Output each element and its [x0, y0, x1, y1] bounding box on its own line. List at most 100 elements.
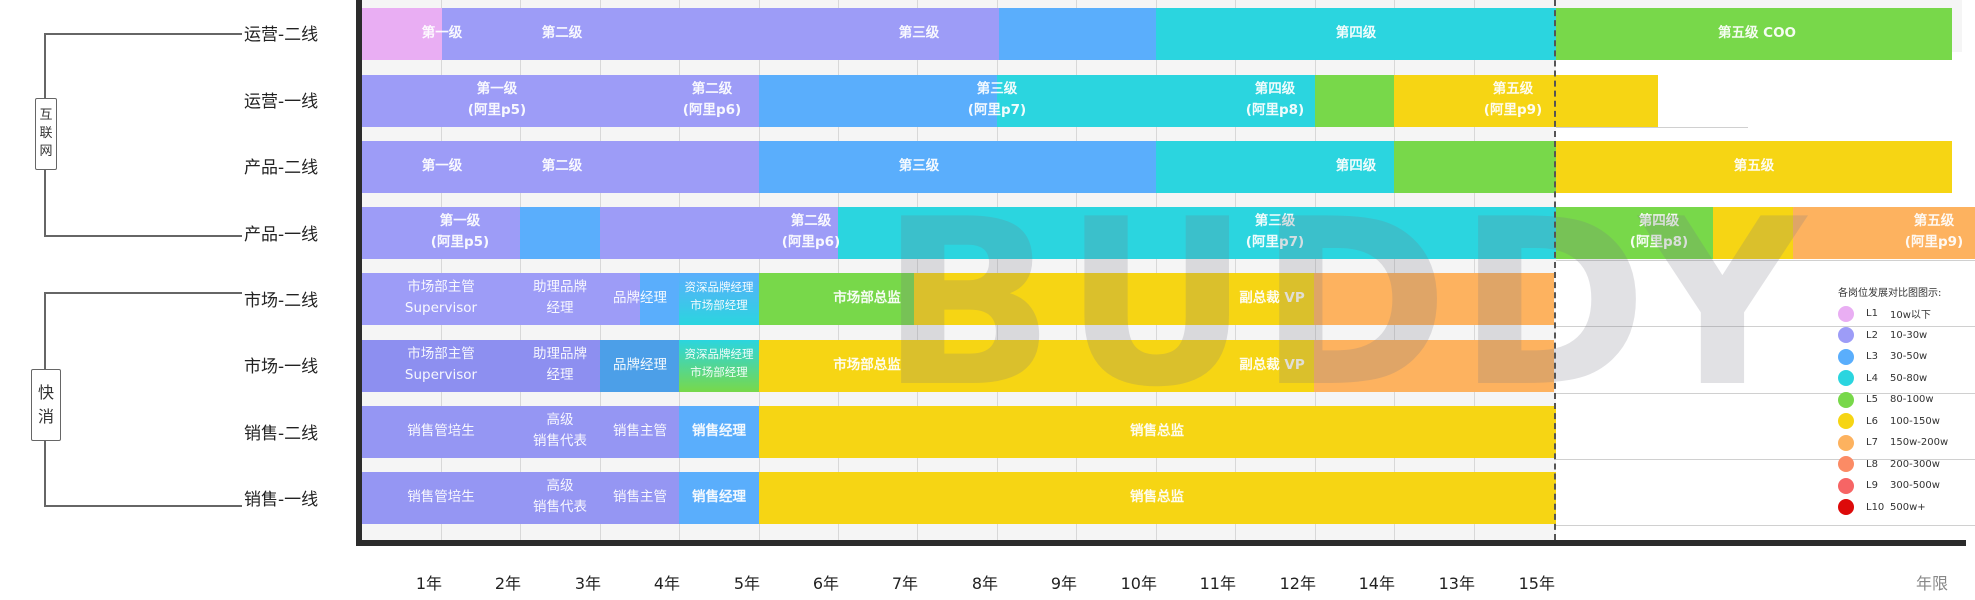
bar-seg-L2	[362, 207, 520, 259]
bar-seg-L3	[679, 273, 759, 325]
legend: 各岗位发展对比图图示: L1 10w以下 L2 10-30w L3 30-50w L4…	[1838, 284, 1973, 518]
legend-swatch-icon	[1838, 305, 1854, 322]
bracket-internet-top	[44, 33, 242, 35]
bar-seg-L4-L5	[679, 340, 759, 392]
bar-label: 第三级 (阿里p7)	[1245, 213, 1305, 250]
bar-seg-L2	[362, 472, 679, 524]
bar-label: 第二级 (阿里p6)	[781, 213, 841, 250]
bar-label: 市场部主管 Supervisor	[404, 279, 478, 316]
bar-seg-L2	[600, 207, 838, 259]
row-separator	[1556, 459, 1975, 460]
bar-label: 第一级	[421, 158, 463, 174]
bar-label: 第一级 (阿里p5)	[430, 213, 490, 250]
bar-seg-L5	[759, 273, 914, 325]
bar-seg-L5	[1394, 141, 1556, 193]
bar-label: 第一级 (阿里p5)	[467, 81, 527, 118]
bar-label: 销售经理	[692, 423, 746, 439]
legend-title: 各岗位发展对比图图示:	[1838, 288, 1942, 299]
x-tick: 11年	[1199, 574, 1236, 593]
bar-label: 第四级	[1335, 25, 1377, 41]
bracket-internet-bottom	[44, 235, 242, 237]
x-tick: 8年	[971, 574, 998, 593]
legend-item-L5: L5 80-100w	[1838, 389, 1973, 411]
bar-seg-L3	[679, 406, 759, 458]
bar-label: 市场部主管 Supervisor	[404, 346, 478, 383]
x-tick: 9年	[1050, 574, 1077, 593]
bar-seg-L3	[999, 8, 1156, 60]
group-char: 快	[37, 383, 54, 402]
bar-label: 第二级	[541, 158, 583, 174]
x-tick: 12年	[1279, 574, 1316, 593]
y-axis-line	[356, 0, 362, 546]
legend-item-L7: L7 150w-200w	[1838, 432, 1973, 454]
legend-swatch-icon	[1838, 391, 1854, 408]
bar-label: 副总裁 VP	[1239, 290, 1305, 306]
x-tick: 14年	[1358, 574, 1395, 593]
gridline-year-10	[1156, 0, 1157, 540]
bar-label: 第五级	[1733, 158, 1775, 174]
group-char: 互	[39, 108, 53, 123]
bar-label: 品牌经理	[613, 357, 667, 373]
bar-seg-L5	[1315, 75, 1394, 127]
group-label-internet: 互 联 网	[35, 98, 57, 170]
bar-label: 第五级 COO	[1717, 25, 1797, 41]
row-separator	[1556, 127, 1748, 128]
bar-seg-L2	[362, 406, 679, 458]
bar-label: 销售总监	[1130, 423, 1184, 439]
row-label-marketing-senior: 市场-二线	[244, 291, 319, 311]
row-separator	[1556, 326, 1975, 327]
row-label-product-junior: 产品-一线	[244, 225, 319, 245]
bar-seg-L3	[520, 207, 600, 259]
legend-item-L9: L9 300-500w	[1838, 475, 1973, 497]
bar-seg-L6	[759, 472, 1556, 524]
bar-label: 第四级 (阿里p8)	[1629, 213, 1689, 250]
bar-label: 资深品牌经理 市场部经理	[684, 347, 754, 379]
bar-seg-L2	[442, 8, 999, 60]
group-char: 消	[37, 407, 54, 426]
bar-seg-L2	[362, 75, 759, 127]
x-tick: 15年	[1518, 574, 1555, 593]
bar-label: 销售管培生	[407, 423, 475, 439]
x-tick: 5年	[733, 574, 760, 593]
bar-label: 高级 销售代表	[533, 478, 587, 515]
bar-label: 副总裁 VP	[1239, 357, 1305, 373]
bar-label: 销售总监	[1130, 489, 1184, 505]
bar-seg-L4	[1156, 8, 1556, 60]
empty-area-right	[1556, 52, 1975, 540]
bracket-fmcg-bottom	[44, 505, 242, 507]
bar-label: 销售主管	[613, 489, 667, 505]
bar-seg-L2	[362, 273, 640, 325]
bar-seg-L6	[759, 406, 1556, 458]
gridline-year-6	[838, 0, 839, 540]
row-label-sales-senior: 销售-二线	[244, 424, 319, 444]
gridline-year-13	[1394, 0, 1395, 540]
bar-label: 第三级	[898, 158, 940, 174]
bar-label: 第二级	[541, 25, 583, 41]
bar-label: 销售主管	[613, 423, 667, 439]
x-tick: 3年	[574, 574, 601, 593]
bar-label: 品牌经理	[613, 290, 667, 306]
bar-seg-L5	[1556, 207, 1713, 259]
bar-seg-L3	[759, 75, 997, 127]
gridline-year-12	[1315, 0, 1316, 540]
bar-seg-L1	[362, 8, 442, 60]
legend-swatch-icon	[1838, 413, 1854, 430]
bar-seg-L4	[1156, 141, 1394, 193]
gridline-year-7	[917, 0, 918, 540]
bar-label: 第三级 (阿里p7)	[967, 81, 1027, 118]
legend-swatch-icon	[1838, 348, 1854, 365]
bar-seg-L4	[838, 207, 1556, 259]
bar-label: 第五级 (阿里p9)	[1904, 213, 1964, 250]
row-separator	[1556, 393, 1975, 394]
row-label-marketing-junior: 市场-一线	[244, 357, 319, 377]
bar-label: 市场部总监	[833, 290, 901, 306]
bar-seg-L6	[914, 273, 1314, 325]
gridline-year-3	[600, 0, 601, 540]
reference-line-15-years	[1554, 0, 1556, 540]
x-tick: 4年	[653, 574, 680, 593]
legend-swatch-icon	[1838, 456, 1854, 473]
bar-seg-L6	[1556, 141, 1952, 193]
bar-seg-L3	[759, 141, 1156, 193]
bar-label: 资深品牌经理 市场部经理	[684, 280, 754, 312]
bar-seg-L4	[997, 75, 1315, 127]
